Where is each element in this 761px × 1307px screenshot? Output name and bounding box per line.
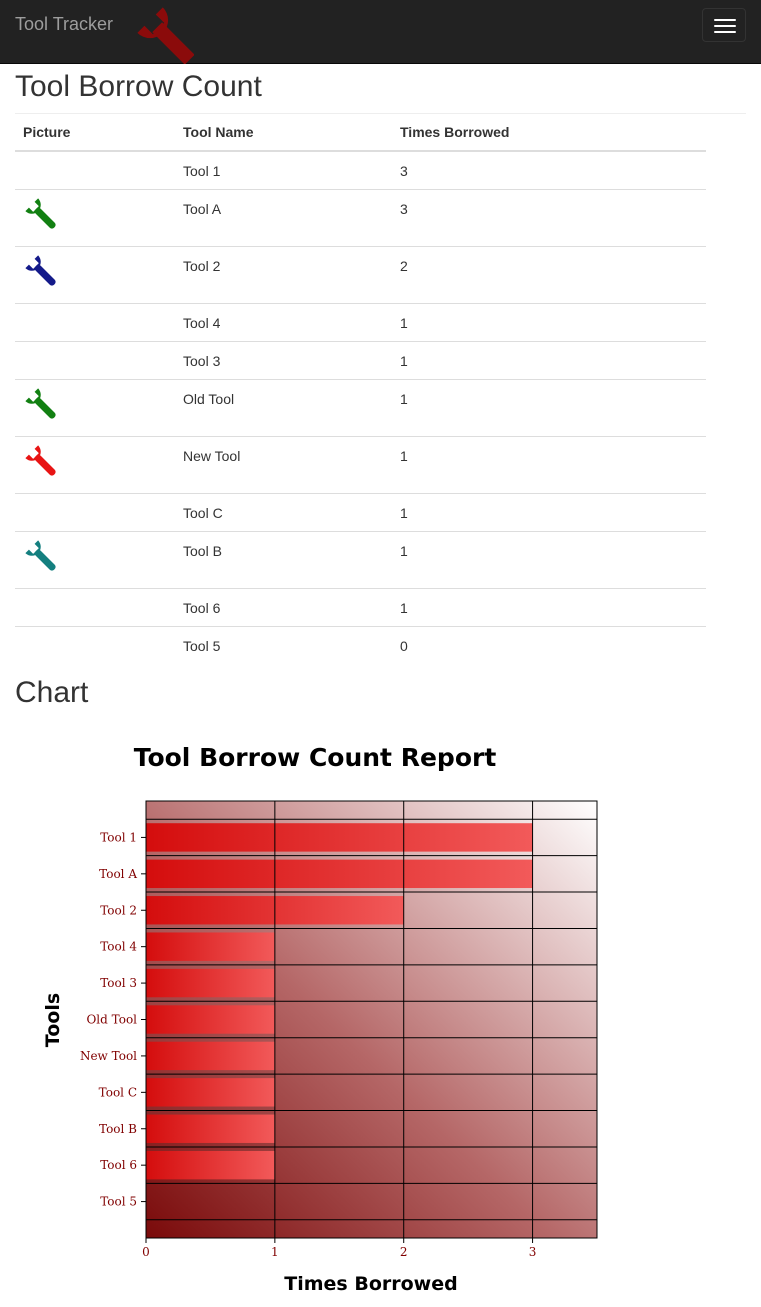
bar (146, 1150, 275, 1180)
bar (146, 1005, 275, 1034)
times-borrowed-cell: 1 (392, 531, 706, 589)
navbar: Tool Tracker (0, 0, 761, 64)
tool-name-cell: Old Tool (175, 379, 392, 437)
picture-cell (15, 303, 175, 342)
y-tick-label: Tool 3 (100, 976, 137, 990)
y-tick-label: Tool B (99, 1122, 137, 1136)
y-tick-label: Tool 1 (100, 830, 137, 844)
x-tick-label: 1 (271, 1245, 279, 1259)
y-tick-label: Tool A (99, 867, 137, 881)
bar (146, 932, 275, 961)
picture-cell (15, 493, 175, 532)
wrench-icon (25, 540, 56, 571)
tool-name-cell: Tool 2 (175, 246, 392, 304)
picture-cell (15, 189, 175, 247)
tool-name-cell: Tool 1 (175, 150, 392, 190)
bar (146, 1114, 275, 1143)
times-borrowed-cell: 3 (392, 150, 706, 190)
menu-toggle-button[interactable] (702, 8, 746, 42)
bar (146, 823, 533, 852)
y-tick-label: New Tool (80, 1049, 137, 1063)
picture-cell (15, 436, 175, 494)
y-tick-label: Tool 6 (100, 1158, 137, 1172)
chart-heading: Chart (15, 676, 89, 709)
times-borrowed-cell: 1 (392, 588, 706, 627)
y-tick-label: Tool 5 (100, 1195, 137, 1209)
wrench-icon (25, 445, 56, 476)
wrench-icon (137, 7, 194, 64)
times-borrowed-cell: 1 (392, 303, 706, 342)
x-tick-label: 0 (142, 1245, 150, 1259)
y-tick-label: Tool C (99, 1085, 137, 1099)
tool-name-cell: Tool B (175, 531, 392, 589)
page-title: Tool Borrow Count (15, 70, 262, 103)
table-header-row: Picture Tool Name Times Borrowed (15, 114, 706, 152)
bar (146, 1078, 275, 1107)
wrench-icon (25, 388, 56, 419)
picture-cell (15, 246, 175, 304)
picture-cell (15, 531, 175, 589)
times-borrowed-cell: 1 (392, 379, 706, 437)
chart-title: Tool Borrow Count Report (134, 743, 497, 772)
hamburger-icon (714, 19, 736, 21)
times-borrowed-cell: 2 (392, 246, 706, 304)
table-row: Old Tool 1 (15, 379, 706, 437)
times-borrowed-cell: 3 (392, 189, 706, 247)
bar (146, 859, 533, 889)
wrench-icon (25, 255, 56, 286)
table-row: New Tool 1 (15, 436, 706, 494)
picture-cell (15, 150, 175, 190)
y-tick-label: Tool 4 (100, 940, 137, 954)
x-axis-label: Times Borrowed (284, 1273, 457, 1295)
tool-name-cell: Tool 5 (175, 626, 392, 664)
tool-name-cell: New Tool (175, 436, 392, 494)
picture-cell (15, 379, 175, 437)
y-tick-label: Tool 2 (100, 903, 137, 917)
y-axis-label: Tools (42, 993, 64, 1047)
picture-cell (15, 588, 175, 627)
bar (146, 1041, 275, 1071)
column-header-picture: Picture (15, 114, 175, 152)
times-borrowed-cell: 1 (392, 436, 706, 494)
y-tick-label: Old Tool (86, 1013, 137, 1027)
title-divider (15, 113, 746, 114)
times-borrowed-cell: 0 (392, 626, 706, 664)
tool-name-cell: Tool 4 (175, 303, 392, 342)
picture-cell (15, 626, 175, 664)
bar (146, 968, 275, 998)
borrow-chart: Tool Borrow Count Report Tool 1 Tool A Too… (42, 743, 598, 1295)
tool-name-cell: Tool C (175, 493, 392, 532)
picture-cell (15, 341, 175, 380)
tool-name-cell: Tool 3 (175, 341, 392, 380)
tool-name-cell: Tool A (175, 189, 392, 247)
x-tick-label: 2 (400, 1245, 408, 1259)
brand-link[interactable]: Tool Tracker (15, 14, 114, 34)
column-header-tool-name: Tool Name (175, 114, 392, 152)
times-borrowed-cell: 1 (392, 493, 706, 532)
x-tick-label: 3 (529, 1245, 537, 1259)
wrench-icon (25, 198, 56, 229)
times-borrowed-cell: 1 (392, 341, 706, 380)
tool-name-cell: Tool 6 (175, 588, 392, 627)
plot-border (145, 800, 598, 1239)
column-header-times-borrowed: Times Borrowed (392, 114, 706, 152)
